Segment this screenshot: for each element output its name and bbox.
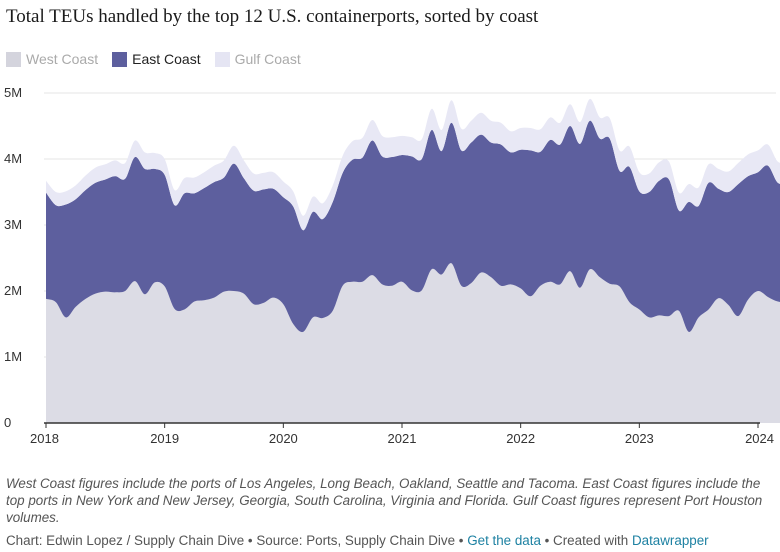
- legend-swatch-east-coast: [112, 51, 128, 67]
- x-tick-label: 2018: [30, 431, 59, 446]
- area-gulf-coast: [46, 98, 780, 231]
- y-tick-label: 5M: [4, 85, 22, 100]
- credit-separator: •: [244, 533, 257, 548]
- x-tick-label: 2021: [388, 431, 417, 446]
- legend-item-gulf-coast[interactable]: Gulf Coast: [214, 51, 301, 67]
- legend-label-west-coast: West Coast: [26, 51, 99, 67]
- credit-source: Source: Ports, Supply Chain Dive: [256, 533, 456, 548]
- credit-author: Chart: Edwin Lopez / Supply Chain Dive: [6, 533, 245, 548]
- legend: West Coast East Coast Gulf Coast: [6, 51, 301, 67]
- credit-separator: •: [540, 533, 554, 548]
- x-tick-label: 2024: [745, 431, 774, 446]
- chart-title: Total TEUs handled by the top 12 U.S. co…: [6, 6, 539, 27]
- x-tick-label: 2022: [506, 431, 535, 446]
- legend-label-gulf-coast: Gulf Coast: [234, 51, 301, 67]
- chart-credits: Chart: Edwin Lopez / Supply Chain Dive •…: [6, 533, 709, 548]
- get-the-data-link[interactable]: Get the data: [467, 533, 541, 548]
- legend-item-west-coast[interactable]: West Coast: [6, 51, 98, 67]
- y-tick-label: 2M: [4, 283, 22, 298]
- legend-swatch-west-coast: [6, 51, 21, 67]
- x-tick-label: 2023: [625, 431, 654, 446]
- stacked-area-chart: 0 1M 2M 3M 4M 5M 2018 2019 2020 2021 2022 2023 2024: [4, 85, 780, 446]
- x-tick-label: 2019: [150, 431, 179, 446]
- datawrapper-link[interactable]: Datawrapper: [631, 533, 709, 548]
- area-west-coast: [46, 263, 780, 423]
- legend-item-east-coast[interactable]: East Coast: [112, 51, 201, 67]
- x-tick-label: 2020: [269, 431, 298, 446]
- area-east-coast: [46, 120, 780, 333]
- y-tick-label: 3M: [4, 217, 22, 232]
- areas-group: [46, 98, 780, 423]
- y-tick-label: 1M: [4, 349, 22, 364]
- legend-label-east-coast: East Coast: [132, 51, 201, 67]
- chart-notes: West Coast figures include the ports of …: [6, 476, 763, 525]
- credit-created-with: Created with: [553, 533, 632, 548]
- y-tick-label: 4M: [4, 151, 22, 166]
- credit-separator: •: [455, 533, 468, 548]
- y-tick-label: 0: [4, 415, 11, 430]
- legend-swatch-gulf-coast: [214, 51, 230, 67]
